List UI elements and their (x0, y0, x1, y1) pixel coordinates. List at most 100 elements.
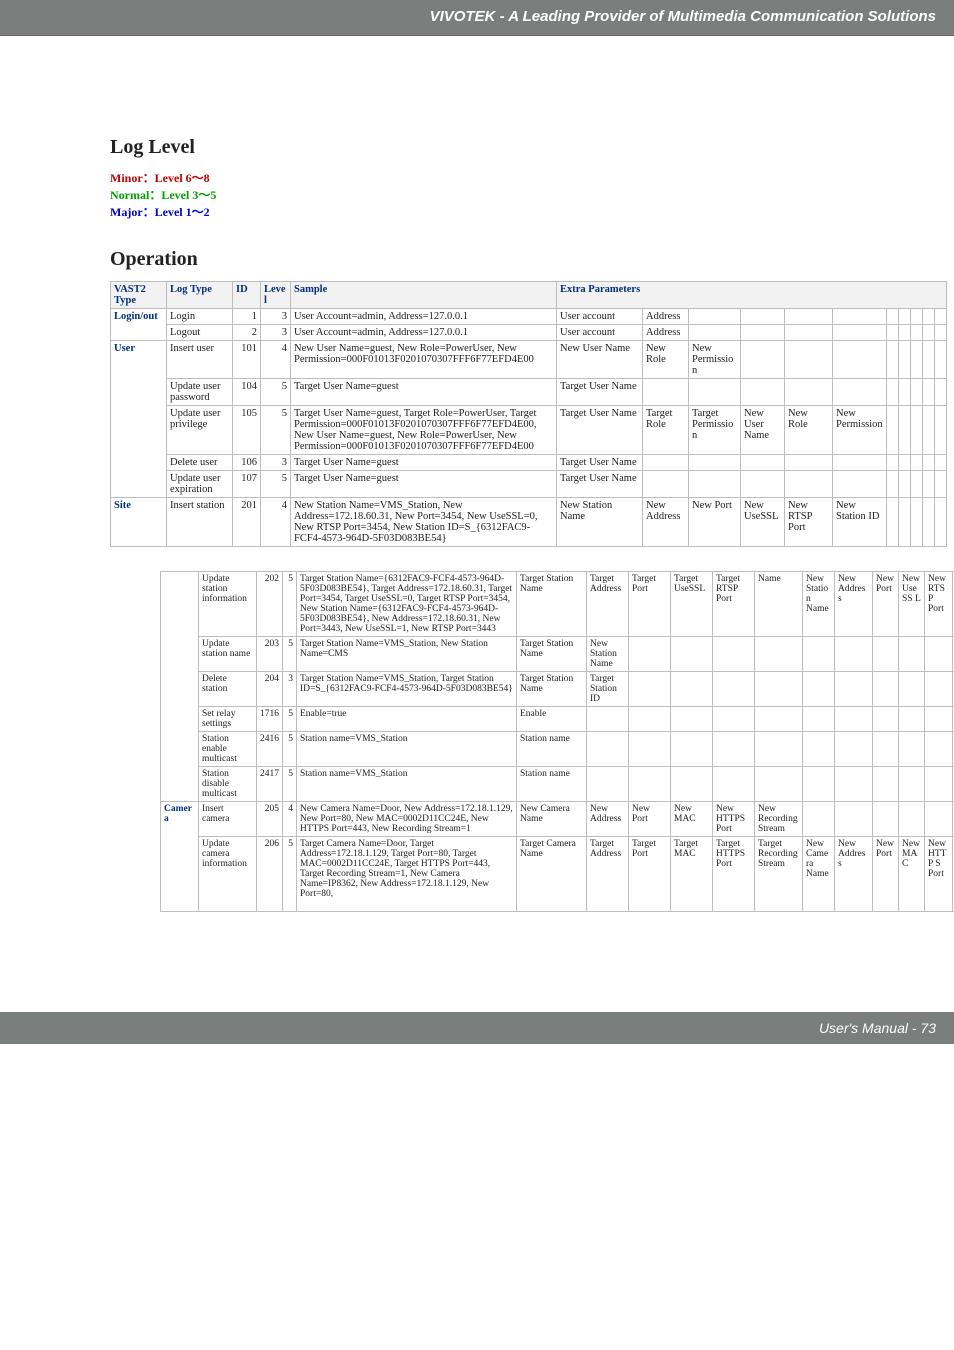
cell: Target User Name=guest (291, 471, 557, 498)
table-row: Update user privilege 105 5 Target User … (111, 406, 947, 455)
cell: New Port (873, 572, 899, 637)
table-row: Station enable multicast 2416 5 Station … (161, 732, 954, 767)
normal-line: Normal：Level 3～5 (110, 186, 884, 203)
cell: New User Name (557, 341, 643, 379)
cell: 5 (283, 572, 297, 637)
cell: New Role (643, 341, 689, 379)
cell: User Account=admin, Address=127.0.0.1 (291, 325, 557, 341)
cell: New Station ID (833, 498, 887, 547)
h-vast2: VAST2 Type (111, 282, 167, 309)
cell: Delete user (167, 455, 233, 471)
cell: 3 (261, 455, 291, 471)
vt-user: User (114, 343, 135, 354)
table-row: Logout 2 3 User Account=admin, Address=1… (111, 325, 947, 341)
cell: Target User Name (557, 379, 643, 406)
cell: 5 (261, 379, 291, 406)
cell: 2417 (257, 767, 283, 802)
cell: Update user password (167, 379, 233, 406)
cell: Target HTTPS Port (713, 837, 755, 912)
cell: Target Station Name=VMS_Station, Target … (297, 672, 517, 707)
major-line: Major：Level 1～2 (110, 203, 884, 220)
cell: 1716 (257, 707, 283, 732)
header-row: VAST2 Type Log Type ID Level Sample Extr… (111, 282, 947, 309)
table-row: Update user password 104 5 Target User N… (111, 379, 947, 406)
cell: 5 (283, 707, 297, 732)
cell: Target User Name=guest (291, 379, 557, 406)
cell: Target Station Name={6312FAC9-FCF4-4573-… (297, 572, 517, 637)
h-level: Level (261, 282, 291, 309)
cell: Address (643, 325, 689, 341)
table-row: Set relay settings 1716 5 Enable=true En… (161, 707, 954, 732)
top-banner: VIVOTEK - A Leading Provider of Multimed… (0, 0, 954, 36)
table-row: Delete user 106 3 Target User Name=guest… (111, 455, 947, 471)
table-row: Update camera information 206 5 Target C… (161, 837, 954, 912)
cell: 2 (233, 325, 261, 341)
h-logtype: Log Type (167, 282, 233, 309)
table-row: User Insert user 101 4 New User Name=gue… (111, 341, 947, 379)
cell: Target Station Name=VMS_Station, New Sta… (297, 637, 517, 672)
minor-line: Minor：Level 6～8 (110, 169, 884, 186)
cell: Target User Name (557, 471, 643, 498)
cell: New Port (689, 498, 741, 547)
cell: Target User Name (557, 455, 643, 471)
cell: 3 (261, 325, 291, 341)
table-row: Site Insert station 201 4 New Station Na… (111, 498, 947, 547)
cell: New Role (785, 406, 833, 455)
cell: 4 (261, 341, 291, 379)
cell: 3 (261, 309, 291, 325)
cell: 5 (283, 837, 297, 912)
cell: Target Station Name (517, 672, 587, 707)
cell: User Account=admin, Address=127.0.0.1 (291, 309, 557, 325)
cell: Insert user (167, 341, 233, 379)
cell: Enable=true (297, 707, 517, 732)
cell: Logout (167, 325, 233, 341)
cell: Name (755, 572, 803, 637)
cell: Update user expiration (167, 471, 233, 498)
cell: 5 (261, 471, 291, 498)
h-id: ID (233, 282, 261, 309)
cell: Update user privilege (167, 406, 233, 455)
cell: New RTSP Port (925, 572, 953, 637)
cell: Station enable multicast (199, 732, 257, 767)
vt-loginout: Login/out (114, 311, 158, 322)
cell: New UseSS L (899, 572, 925, 637)
cell: Target Role (643, 406, 689, 455)
cell: Target RTSP Port (713, 572, 755, 637)
cell: Target User Name=guest, Target Role=Powe… (291, 406, 557, 455)
cell: New Camera Name (803, 837, 835, 912)
cell: 107 (233, 471, 261, 498)
table-row: Update station information 202 5 Target … (161, 572, 954, 637)
cell: Insert station (167, 498, 233, 547)
cell: Target Address (587, 837, 629, 912)
bottom-banner: User's Manual - 73 (0, 1012, 954, 1044)
cell: 3 (283, 672, 297, 707)
operation-table-2: Update station information 202 5 Target … (160, 571, 954, 912)
cell: 105 (233, 406, 261, 455)
cell: New Port (873, 837, 899, 912)
cell: New Station Name (803, 572, 835, 637)
cell: Update camera information (199, 837, 257, 912)
cell: Target UseSSL (671, 572, 713, 637)
cell: New HTTP S Port (925, 837, 953, 912)
cell: 5 (283, 637, 297, 672)
cell: 106 (233, 455, 261, 471)
table-row: Login/out Login 1 3 User Account=admin, … (111, 309, 947, 325)
cell: New User Name (741, 406, 785, 455)
table-row: Update station name 203 5 Target Station… (161, 637, 954, 672)
cell: Station name=VMS_Station (297, 732, 517, 767)
cell: 5 (283, 732, 297, 767)
cell: New Station Name (557, 498, 643, 547)
cell: New Address (835, 837, 873, 912)
cell: New RTSP Port (785, 498, 833, 547)
cell: New UseSSL (741, 498, 785, 547)
cell: New Port (629, 802, 671, 837)
cell: Target User Name=guest (291, 455, 557, 471)
cell: Address (643, 309, 689, 325)
cell: New HTTPS Port (713, 802, 755, 837)
h-sample: Sample (291, 282, 557, 309)
cell: New Station Name=VMS_Station, New Addres… (291, 498, 557, 547)
cell: 204 (257, 672, 283, 707)
cell: New Permission (833, 406, 887, 455)
cell: New User Name=guest, New Role=PowerUser,… (291, 341, 557, 379)
cell: New Address (835, 572, 873, 637)
